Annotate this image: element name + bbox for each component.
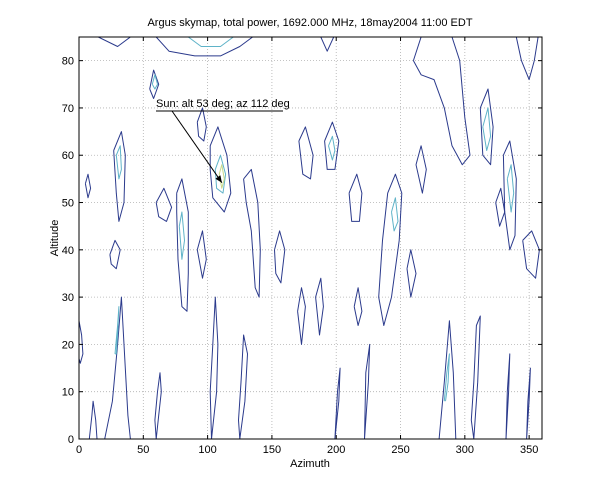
y-tick-label: 80 xyxy=(62,56,74,68)
contour-line-mid xyxy=(328,135,336,161)
contour-line-mid xyxy=(443,353,450,402)
plot-frame xyxy=(78,36,543,440)
contour-line-mid xyxy=(482,107,492,151)
contour-line-low xyxy=(155,187,173,222)
contour-line-low xyxy=(526,367,531,439)
sun-annotation-label: Sun: alt 53 deg; az 112 deg xyxy=(156,98,290,110)
contour-line-low xyxy=(274,230,286,284)
contour-line-low xyxy=(415,145,427,194)
annotation-arrow-head xyxy=(215,175,222,183)
x-tick-label: 50 xyxy=(137,444,149,456)
contour-line-high xyxy=(218,164,225,189)
contour-line-low xyxy=(98,37,131,47)
contour-line-low xyxy=(209,126,232,213)
x-tick-label: 350 xyxy=(520,444,538,456)
contour-line-low xyxy=(113,131,126,222)
contour-line-low xyxy=(149,69,160,99)
contour-line-low xyxy=(412,37,471,166)
contour-line-low xyxy=(406,249,417,298)
contour-line-mid xyxy=(188,37,234,47)
contour-line-low xyxy=(297,287,306,345)
x-tick-label: 0 xyxy=(76,444,82,456)
contour-line-low xyxy=(324,121,340,170)
grid-lines xyxy=(79,37,542,439)
contour-line-low xyxy=(470,315,481,439)
annotation-arrow-line xyxy=(171,110,223,183)
contour-line-low xyxy=(243,168,261,298)
x-tick-label: 100 xyxy=(198,444,216,456)
contour-line-low xyxy=(515,37,539,81)
contour-line-mid xyxy=(178,211,185,260)
contour-line-mid xyxy=(391,197,399,232)
y-axis-label: Altitude xyxy=(49,220,61,257)
y-tick-label: 10 xyxy=(62,387,74,399)
contour-line-low xyxy=(109,239,121,270)
contour-line-low xyxy=(155,37,253,57)
y-axis: 0 10 20 30 40 50 60 70 80 xyxy=(62,56,542,446)
contour-line-low xyxy=(334,367,341,439)
x-tick-label: 150 xyxy=(263,444,281,456)
contour-line-low xyxy=(348,173,363,222)
contour-line-low xyxy=(104,296,131,439)
contour-line-low xyxy=(88,400,98,439)
contour-line-mid xyxy=(214,154,227,194)
contour-line-low xyxy=(196,230,207,279)
sun-annotation: Sun: alt 53 deg; az 112 deg xyxy=(156,98,290,183)
contour-line-low xyxy=(438,320,457,439)
x-axis: 0 50 100 150 200 250 300 350 xyxy=(76,37,538,456)
chart-title: Argus skymap, total power, 1692.000 MHz,… xyxy=(147,17,472,29)
contour-line-low xyxy=(209,296,219,439)
contour-line-low xyxy=(298,126,314,180)
y-tick-label: 0 xyxy=(68,434,74,446)
contour-line-low xyxy=(320,37,335,52)
contour-line-low xyxy=(154,372,162,439)
contour-line-low xyxy=(196,107,207,142)
contour-line-mid xyxy=(506,164,515,213)
contour-line-low xyxy=(238,334,248,439)
contour-line-mid xyxy=(114,306,120,355)
y-tick-label: 40 xyxy=(62,245,74,257)
x-tick-label: 300 xyxy=(456,444,474,456)
contour-line-low xyxy=(479,88,494,166)
contour-line-low xyxy=(522,230,540,279)
contour-line-low xyxy=(353,287,363,326)
y-tick-label: 30 xyxy=(62,292,74,304)
contour-line-mid xyxy=(115,145,122,180)
contour-line-low xyxy=(495,187,506,227)
y-tick-label: 70 xyxy=(62,103,74,115)
contour-line-low xyxy=(79,320,84,364)
contour-line-low xyxy=(315,277,324,336)
contour-line-low xyxy=(364,343,371,439)
contour-line-low xyxy=(176,178,189,312)
y-tick-label: 60 xyxy=(62,150,74,162)
y-tick-label: 20 xyxy=(62,339,74,351)
x-axis-label: Azimuth xyxy=(290,458,330,470)
contour-line-low xyxy=(378,173,403,326)
x-tick-label: 200 xyxy=(327,444,345,456)
contour-line-mid xyxy=(151,74,158,90)
contour-line-low xyxy=(84,173,92,199)
x-tick-label: 250 xyxy=(391,444,409,456)
contour-layer xyxy=(79,37,540,439)
y-tick-label: 50 xyxy=(62,198,74,210)
contour-line-low xyxy=(505,353,511,439)
